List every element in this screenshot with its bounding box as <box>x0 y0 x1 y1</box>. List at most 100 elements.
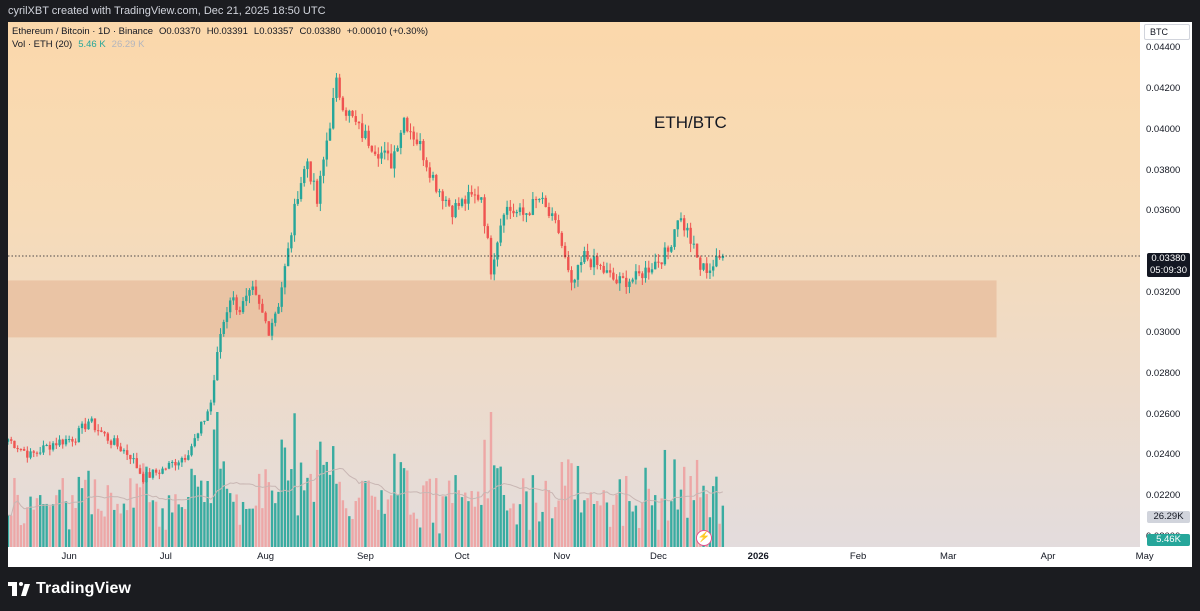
currency-badge[interactable]: BTC <box>1144 24 1190 40</box>
volume-bar <box>573 499 576 547</box>
candle-body <box>119 446 122 452</box>
candle-body <box>425 160 428 168</box>
candle-body <box>55 443 58 446</box>
price-tick-label: 0.04000 <box>1146 123 1181 135</box>
legend-volume-value: 5.46 K <box>78 39 106 50</box>
candle <box>625 270 628 294</box>
candle-body <box>518 207 522 212</box>
volume-bar <box>138 487 142 547</box>
volume-bar <box>534 502 538 547</box>
volume-bars <box>8 412 725 547</box>
candle-body <box>228 300 232 313</box>
candle <box>473 188 477 204</box>
candle <box>647 260 650 280</box>
candle-body <box>254 286 258 295</box>
candle-body <box>644 267 647 279</box>
candle <box>74 438 77 446</box>
volume-bar <box>531 475 535 547</box>
candle <box>499 218 502 247</box>
volume-bar <box>109 492 113 547</box>
candle-body <box>457 203 460 206</box>
volume-bar <box>344 508 348 547</box>
volume-bar <box>625 476 628 547</box>
candle-body <box>283 266 287 288</box>
candle-body <box>232 297 235 301</box>
candle <box>695 243 699 258</box>
volume-bar <box>592 504 596 547</box>
volume-bar <box>8 515 10 547</box>
candle <box>196 432 200 441</box>
candle-body <box>615 279 618 284</box>
price-chart-svg <box>8 73 1140 547</box>
candle <box>228 297 232 319</box>
volume-bar <box>418 527 422 547</box>
candle-body <box>154 469 158 473</box>
candle <box>29 448 32 460</box>
candle <box>328 122 332 141</box>
candle-body <box>145 472 148 483</box>
chart-frame: Ethereum / Bitcoin · 1D · Binance O0.033… <box>8 22 1192 567</box>
candle <box>422 139 425 167</box>
lightning-icon[interactable]: ⚡ <box>696 530 712 546</box>
candle-body <box>171 461 174 463</box>
candle <box>42 440 45 455</box>
volume-bar <box>637 527 641 547</box>
volume-bar <box>306 477 309 547</box>
plot-area[interactable]: Ethereum / Bitcoin · 1D · Binance O0.033… <box>8 22 1140 547</box>
candle <box>248 288 251 304</box>
price-axis[interactable] <box>1140 22 1192 547</box>
candle <box>180 456 184 467</box>
candle-body <box>418 141 422 145</box>
candle-body <box>325 140 328 160</box>
volume-bar <box>650 505 654 547</box>
candle-body <box>596 256 599 265</box>
candle <box>567 251 570 273</box>
candle-body <box>151 469 155 478</box>
volume-bar <box>177 504 180 547</box>
candle <box>254 279 258 296</box>
candle-body <box>467 191 470 204</box>
volume-bar <box>454 475 457 547</box>
candle <box>113 435 116 446</box>
candle <box>361 113 364 142</box>
volume-bar <box>457 490 460 547</box>
candle-body <box>290 235 293 249</box>
volume-bar <box>686 517 689 547</box>
volume-bar <box>509 508 512 547</box>
volume-bar <box>267 482 271 547</box>
candle <box>538 198 541 203</box>
tradingview-logo-icon <box>8 582 30 596</box>
candle <box>505 200 509 220</box>
candle-body <box>406 117 409 132</box>
candle-body <box>42 445 45 453</box>
volume-bar <box>528 529 531 547</box>
candle-body <box>605 270 609 273</box>
candle-body <box>502 214 506 226</box>
volume-bar <box>219 468 222 547</box>
candle-body <box>132 458 135 460</box>
candle-body <box>473 194 477 196</box>
volume-bar <box>576 465 580 547</box>
price-tick-label: 0.03200 <box>1146 286 1181 298</box>
volume-bar <box>715 476 718 547</box>
volume-bar <box>51 504 55 547</box>
tradingview-logo[interactable]: TradingView <box>8 580 131 598</box>
volume-bar <box>599 505 602 547</box>
time-axis[interactable] <box>8 547 1192 567</box>
candle <box>270 318 274 341</box>
volume-bar <box>631 511 634 547</box>
volume-bar <box>489 412 493 547</box>
candle-body <box>344 110 348 116</box>
candle-body <box>576 265 580 280</box>
volume-bar <box>399 462 403 547</box>
volume-bar <box>100 510 103 547</box>
legend-volume-ma: 26.29 K <box>111 39 145 50</box>
candle <box>84 417 87 433</box>
volume-bar <box>354 501 357 547</box>
candle <box>409 123 412 140</box>
candle <box>251 280 254 296</box>
candle-body <box>361 123 364 139</box>
volume-bar <box>125 510 129 547</box>
candle <box>628 278 631 294</box>
candle-body <box>71 439 74 442</box>
